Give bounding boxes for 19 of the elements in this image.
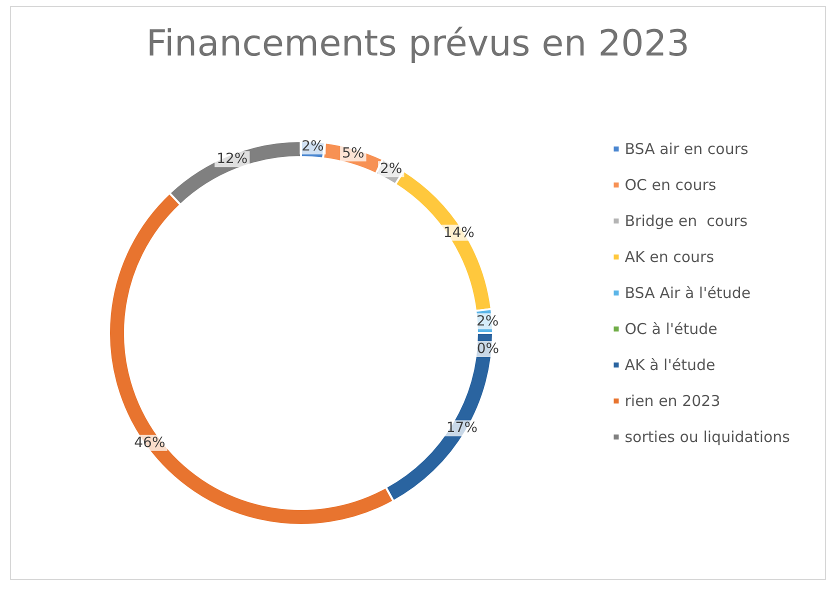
legend-label: Bridge en cours [624,212,748,230]
legend-label: sorties ou liquidations [624,428,790,446]
data-label: 5% [342,145,364,162]
data-label: 12% [216,151,248,168]
legend-label: OC à l'étude [624,320,718,338]
legend-label: rien en 2023 [624,392,720,410]
data-label: 2% [476,313,499,330]
legend-label: BSA air en cours [624,140,748,158]
data-label: 14% [443,224,474,241]
data-label: 46% [134,434,166,451]
text: 0% [476,341,500,357]
legend-label: OC en cours [624,176,716,194]
legend-label: AK en cours [624,248,714,266]
data-label: 2% [380,161,402,178]
legend-label: BSA Air à l'étude [624,284,751,302]
data-label: 2% [302,138,324,154]
data-label: 17% [446,420,478,436]
legend-label: AK à l'étude [624,356,716,374]
chart-title: Financements prévus en 2023 [146,24,690,64]
